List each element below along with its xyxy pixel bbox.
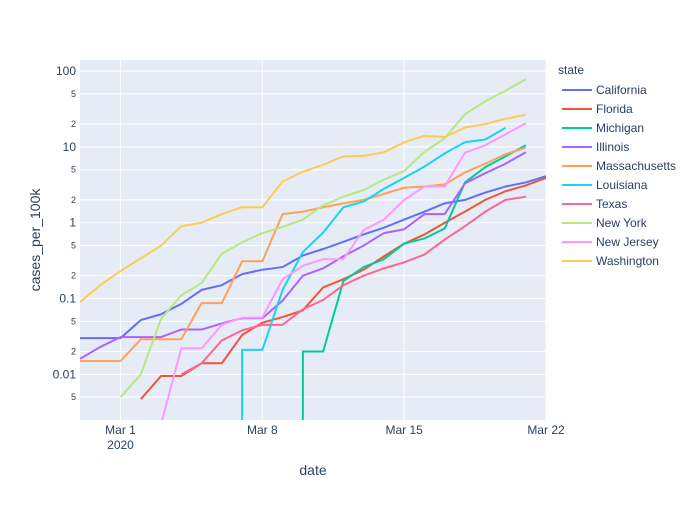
legend-label-texas: Texas (596, 197, 627, 211)
y-axis-title: cases_per_100k (27, 188, 43, 292)
x-tick-sublabel: 2020 (107, 438, 134, 452)
series-line-texas (180, 195, 526, 376)
grid-lines (80, 60, 547, 420)
y-major-tick-label: 10 (63, 140, 77, 154)
x-axis-title: date (299, 462, 326, 478)
series-line-louisiana (241, 127, 506, 420)
legend-label-new-jersey: New Jersey (596, 235, 659, 249)
legend-label-new-york: New York (596, 216, 648, 230)
y-minor-tick-label: 2 (71, 271, 76, 281)
y-minor-tick-label: 5 (71, 165, 76, 175)
legend-label-florida: Florida (596, 102, 633, 116)
y-minor-tick-label: 5 (71, 241, 76, 251)
x-tick-label: Mar 22 (527, 423, 565, 437)
y-major-tick-label: 0.01 (53, 367, 77, 381)
legend-label-michigan: Michigan (596, 121, 644, 135)
x-tick-label: Mar 15 (385, 423, 423, 437)
series-line-new-york (119, 78, 527, 398)
series-line-washington (80, 113, 526, 303)
plot-background (80, 60, 546, 420)
y-minor-tick-label: 2 (71, 347, 76, 357)
y-major-tick-label: 1 (69, 216, 76, 230)
x-tick-label: Mar 8 (247, 423, 278, 437)
y-minor-tick-label: 2 (71, 195, 76, 205)
y-major-tick-label: 100 (56, 64, 76, 78)
y-minor-tick-label: 5 (71, 392, 76, 402)
legend-label-illinois: Illinois (596, 140, 629, 154)
y-tick-labels: 0.01 0.1 1 10 100 5 2 5 2 5 2 5 2 5 (53, 64, 77, 402)
series-line-new-jersey (161, 122, 527, 420)
legend-label-washington: Washington (596, 254, 659, 268)
legend-title: state (558, 63, 584, 77)
series-line-michigan (301, 144, 527, 420)
legend-label-louisiana: Louisiana (596, 178, 648, 192)
series-line-florida (140, 176, 546, 400)
legend-label-california: California (596, 83, 647, 97)
series-line-california (80, 175, 546, 340)
y-minor-tick-label: 5 (71, 89, 76, 99)
y-major-tick-label: 0.1 (59, 292, 76, 306)
series-lines (80, 78, 546, 420)
x-tick-label: Mar 1 (105, 423, 136, 437)
y-minor-tick-label: 2 (71, 119, 76, 129)
legend: California Florida Michigan Illinois Massach… (562, 83, 676, 268)
legend-label-massachusetts: Massachusetts (596, 159, 676, 173)
y-minor-tick-label: 5 (71, 316, 76, 326)
